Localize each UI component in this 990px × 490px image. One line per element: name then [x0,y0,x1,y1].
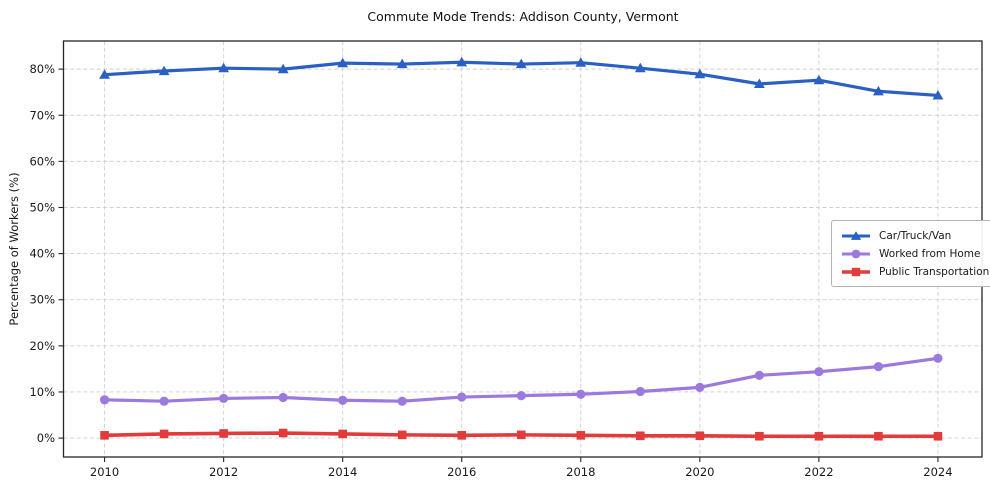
data-point-worked-from-home [338,395,348,405]
data-point-public-transportation [933,431,943,441]
data-point-worked-from-home [933,353,943,363]
legend-label-car-truck-van: Car/Truck/Van [879,229,952,242]
data-point-car-truck-van [694,68,706,79]
legend-swatch-triangle-icon [842,230,870,240]
y-tick-label: 60% [29,154,55,168]
data-point-worked-from-home [695,382,705,392]
data-point-worked-from-home [457,392,467,402]
data-point-car-truck-van [337,57,349,68]
data-point-public-transportation [874,431,883,441]
x-tick-label: 2020 [685,465,714,479]
data-point-car-truck-van [218,62,230,73]
y-axis-label: Percentage of Workers (%) [7,172,21,326]
data-point-public-transportation [397,430,407,440]
y-tick-label: 50% [29,200,55,214]
data-point-car-truck-van [515,58,527,69]
data-point-worked-from-home [397,396,407,406]
legend-swatch-square-icon [842,267,870,276]
data-point-worked-from-home [516,391,526,401]
data-point-public-transportation [755,431,764,441]
data-point-public-transportation [516,430,526,440]
data-point-public-transportation [338,429,347,439]
data-point-worked-from-home [873,362,884,372]
data-point-car-truck-van [873,85,884,96]
data-point-car-truck-van [277,63,289,74]
x-tick-label: 2016 [447,465,476,479]
data-point-car-truck-van [396,58,408,69]
data-point-car-truck-van [813,74,825,85]
data-point-car-truck-van [99,69,110,79]
x-tick-label: 2014 [328,465,357,479]
data-point-car-truck-van [634,62,646,73]
chart-title: Commute Mode Trends: Addison County, Ver… [367,9,679,24]
legend-label-public-transportation: Public Transportation [879,265,990,278]
legend-label-worked-from-home: Worked from Home [879,247,981,260]
data-point-public-transportation [159,429,169,439]
data-point-public-transportation [695,431,705,441]
data-point-worked-from-home [278,392,288,403]
y-tick-label: 40% [29,247,55,261]
y-tick-label: 70% [29,108,55,122]
data-point-worked-from-home [159,396,169,406]
data-point-car-truck-van [753,78,765,88]
data-point-public-transportation [219,429,228,438]
data-point-public-transportation [576,431,586,440]
y-tick-label: 10% [29,385,55,399]
legend-item-car-truck-van: Car/Truck/Van [841,228,989,243]
legend: Car/Truck/Van Worked from Home Public Tran… [831,220,990,287]
legend-item-worked-from-home: Worked from Home [841,246,989,261]
data-point-worked-from-home [576,389,586,399]
y-tick-label: 30% [29,293,55,307]
legend-item-public-transportation: Public Transportation [841,264,989,279]
y-tick-label: 0% [37,431,55,445]
x-tick-label: 2012 [209,465,238,479]
x-tick-label: 2024 [923,465,952,479]
y-tick-label: 20% [29,339,55,353]
data-point-car-truck-van [575,57,587,67]
x-tick-label: 2010 [90,465,119,479]
data-point-public-transportation [457,431,467,440]
data-point-worked-from-home [99,395,110,405]
data-point-worked-from-home [754,370,764,380]
data-point-worked-from-home [814,367,824,377]
data-point-public-transportation [636,431,645,441]
data-point-public-transportation [100,431,109,440]
data-point-car-truck-van [158,65,170,76]
y-tick-label: 80% [29,62,55,76]
data-point-public-transportation [814,431,824,441]
data-point-car-truck-van [456,56,468,67]
data-point-worked-from-home [635,386,645,397]
data-point-public-transportation [278,428,288,438]
data-point-car-truck-van [932,90,944,100]
x-tick-label: 2018 [566,465,595,479]
x-tick-label: 2022 [804,465,833,479]
data-point-worked-from-home [219,393,229,404]
legend-swatch-circle-icon [842,249,870,258]
